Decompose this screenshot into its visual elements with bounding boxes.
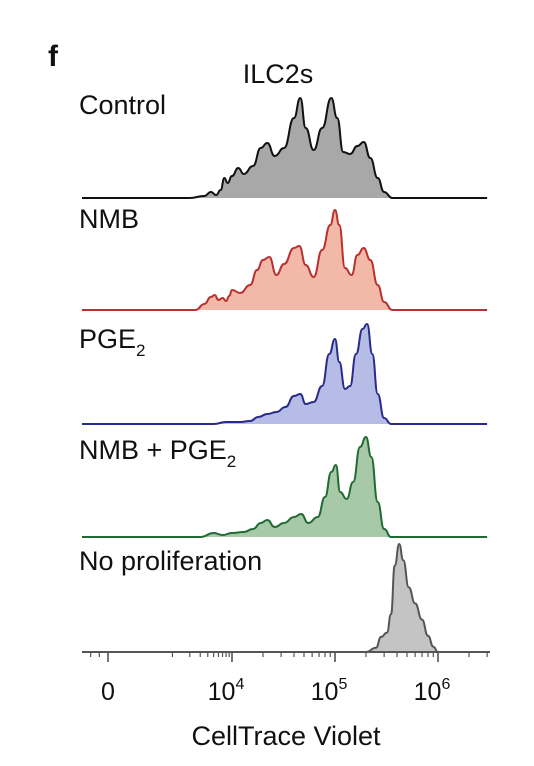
row-label: NMB	[79, 204, 139, 234]
histogram-line	[82, 323, 488, 426]
chart-title: ILC2s	[243, 59, 314, 89]
tick-label: 0	[101, 678, 115, 706]
tick-label: 106	[414, 676, 451, 706]
histogram-line	[82, 436, 488, 539]
row-label: Control	[79, 90, 166, 120]
histogram-row: NMB + PGE2	[79, 435, 488, 539]
histogram-line	[82, 209, 488, 312]
x-axis-label: CellTrace Violet	[191, 721, 381, 751]
histogram-row: NMB	[79, 204, 488, 312]
panel-letter: f	[48, 40, 59, 73]
row-label: NMB + PGE2	[79, 435, 236, 471]
histogram-row: No proliferation	[79, 543, 488, 654]
histogram-row: PGE2	[79, 323, 488, 426]
histogram-rows: Control NMB PGE2 NMB + PGE2 No proliferation	[79, 90, 488, 654]
tick-label: 105	[311, 676, 348, 706]
histogram-row: Control	[79, 90, 488, 200]
histogram-fill	[82, 324, 488, 424]
x-axis: 0 104 105 106	[82, 651, 490, 706]
row-label: PGE2	[79, 324, 146, 360]
histogram-line	[82, 543, 488, 654]
histogram-fill	[82, 210, 488, 310]
histogram-fill	[82, 544, 488, 652]
tick-label: 104	[208, 676, 245, 706]
row-label: No proliferation	[79, 546, 262, 576]
histogram-line	[81, 97, 488, 200]
